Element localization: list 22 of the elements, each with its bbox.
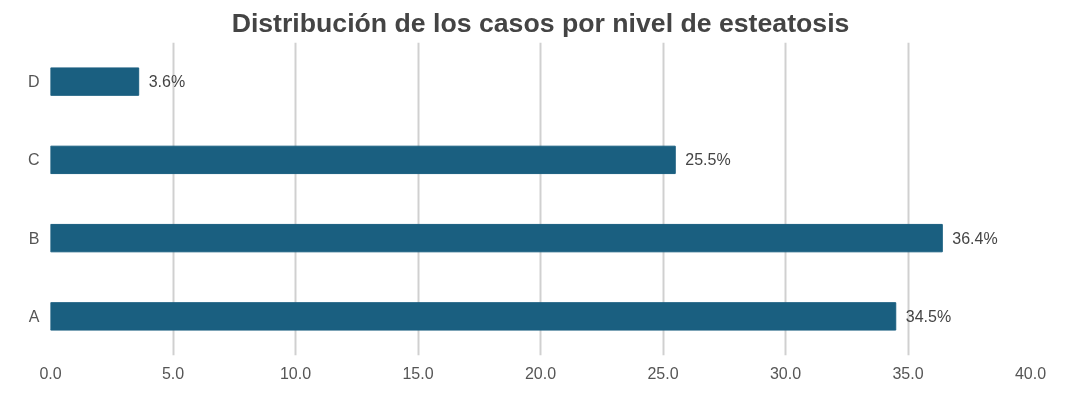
- bar: [50, 302, 897, 331]
- bar: [50, 223, 943, 253]
- y-tick-label: B: [28, 229, 40, 247]
- x-tick-label: 40.0: [1014, 364, 1047, 382]
- data-label: 34.5%: [905, 307, 952, 325]
- bar: [50, 67, 140, 96]
- bar: [50, 145, 676, 175]
- data-label: 25.5%: [685, 151, 731, 169]
- y-tick-label: A: [28, 307, 40, 325]
- x-tick-label: 0.0: [39, 364, 62, 382]
- x-tick-label: 20.0: [524, 364, 557, 382]
- data-label: 36.4%: [952, 229, 998, 247]
- x-tick-label: 25.0: [647, 364, 679, 382]
- y-tick-label: D: [27, 73, 40, 91]
- chart-title: Distribución de los casos por nivel de esteatosis: [231, 7, 850, 38]
- x-tick-label: 10.0: [279, 364, 312, 382]
- x-tick-label: 30.0: [769, 364, 802, 382]
- y-tick-label: C: [27, 151, 40, 169]
- data-label: 3.6%: [148, 73, 186, 91]
- x-tick-label: 35.0: [892, 364, 924, 382]
- x-tick-label: 15.0: [402, 364, 434, 382]
- x-tick-label: 5.0: [161, 364, 185, 382]
